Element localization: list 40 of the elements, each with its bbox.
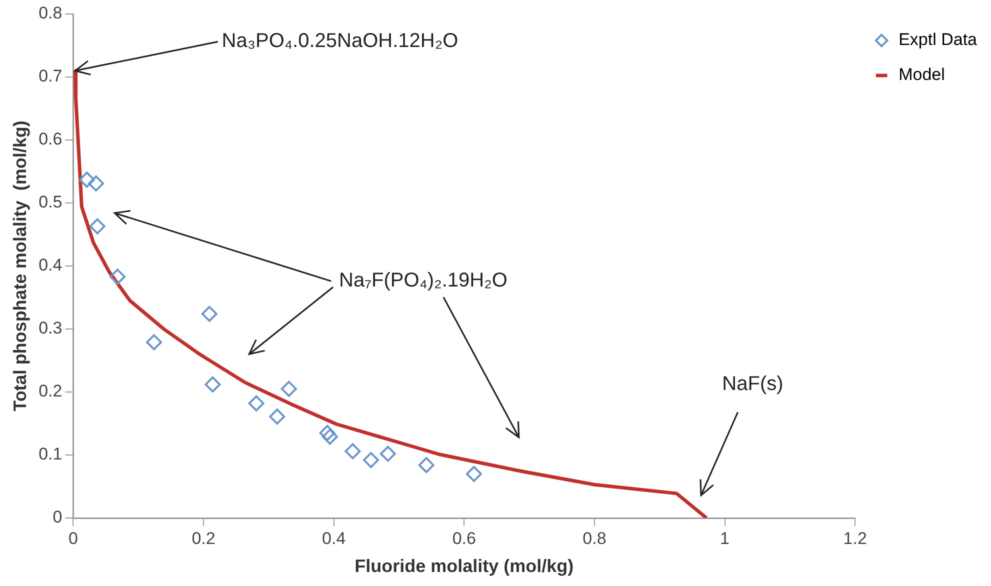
y-tick-label: 0 <box>52 508 62 527</box>
point <box>110 268 126 285</box>
y-tick-label: 0.1 <box>38 444 62 464</box>
point <box>88 175 104 192</box>
point <box>89 218 106 234</box>
point <box>280 380 297 397</box>
point <box>380 446 396 462</box>
y-tick-label: 0.8 <box>38 4 62 23</box>
x-tick-label: 0.2 <box>192 528 216 548</box>
y-tick-label: 0.5 <box>38 192 62 212</box>
point <box>362 452 379 468</box>
point <box>201 306 218 322</box>
x-tick-label: 1.2 <box>843 528 867 548</box>
x-tick-label: 1 <box>720 528 730 548</box>
point <box>269 408 286 425</box>
point <box>466 466 482 482</box>
x-tick-label: 0.6 <box>452 528 476 548</box>
x-tick-label: 0 <box>68 528 78 548</box>
x-axis-title: Fluoride molality (mol/kg) <box>354 556 574 576</box>
y-axis-title: Total phosphate molality (mol/kg) <box>10 120 30 412</box>
point <box>322 428 338 445</box>
annotation: Na₇F(PO₄)₂.19H₂O <box>339 270 508 292</box>
point <box>418 457 434 474</box>
point <box>204 376 221 392</box>
legend-label: Model <box>898 65 945 84</box>
x-tick-label: 0.4 <box>322 528 346 548</box>
annotation: NaF(s) <box>722 372 784 395</box>
y-tick-label: 0.3 <box>38 318 62 338</box>
y-tick-label: 0.4 <box>38 256 62 275</box>
y-tick-label: 0.6 <box>38 130 62 149</box>
annotation: Na₃PO₄.0.25NaOH.12H₂O <box>222 30 458 52</box>
y-tick-label: 0.2 <box>38 382 62 401</box>
point <box>78 172 95 188</box>
point <box>146 334 162 350</box>
legend-label: Exptl Data <box>898 30 978 50</box>
point <box>248 395 264 412</box>
point <box>344 443 361 460</box>
y-tick-label: 0.7 <box>38 66 62 86</box>
point <box>319 424 336 441</box>
x-tick-label: 0.8 <box>582 528 606 548</box>
